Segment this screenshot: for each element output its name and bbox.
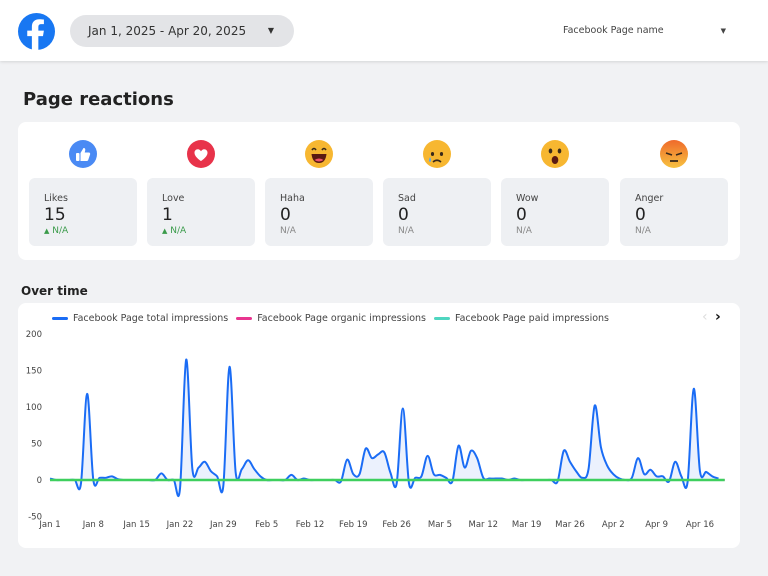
page-name-select[interactable]: Facebook Page name ▼ [563,22,728,40]
reaction-stat-card: Wow 0 N/A [501,178,609,246]
stat-change-text: N/A [635,226,651,236]
reaction-stat-card: Love 1 ▲ N/A [147,178,255,246]
x-tick-label: Feb 12 [296,520,325,530]
page-name-label: Facebook Page name [563,25,664,36]
y-tick-label: 200 [26,330,42,340]
stat-label: Anger [635,193,664,204]
reaction-wow: Wow 0 N/A [501,122,609,260]
legend-label: Facebook Page total impressions [73,313,229,324]
legend-label: Facebook Page organic impressions [257,313,426,324]
x-tick-label: Mar 12 [469,520,499,530]
y-tick-label: 100 [26,403,42,413]
reaction-stat-card: Likes 15 ▲ N/A [29,178,137,246]
header: Jan 1, 2025 - Apr 20, 2025 ▼ Facebook Pag… [0,0,768,61]
stat-label: Haha [280,193,305,204]
y-tick-label: 0 [37,476,42,486]
haha-emoji-icon [305,140,333,168]
x-tick-label: Feb 26 [382,520,411,530]
x-tick-label: Mar 19 [512,520,542,530]
x-tick-label: Feb 5 [255,520,278,530]
chevron-right-icon[interactable]: › [715,309,721,325]
page-reactions-title: Page reactions [23,89,174,110]
stat-change: N/A [516,226,609,236]
stat-label: Love [162,193,185,204]
stat-value: 0 [635,205,646,225]
reaction-stat-card: Anger 0 N/A [620,178,728,246]
legend-item[interactable]: Facebook Page organic impressions [236,313,426,324]
total-impressions-area [50,359,719,497]
legend-item[interactable]: Facebook Page paid impressions [434,313,609,324]
reaction-haha: Haha 0 N/A [265,122,373,260]
reaction-sad: Sad 0 N/A [383,122,491,260]
y-tick-label: 150 [26,367,42,377]
stat-value: 0 [516,205,527,225]
like-icon [69,140,97,168]
stat-label: Sad [398,193,416,204]
reaction-stat-card: Sad 0 N/A [383,178,491,246]
reaction-likes: Likes 15 ▲ N/A [29,122,137,260]
stat-value: 15 [44,205,66,225]
legend-swatch [434,317,450,320]
x-tick-label: Apr 16 [686,520,714,530]
arrow-up-icon: ▲ [44,227,50,235]
reactions-panel: Likes 15 ▲ N/A Love 1 ▲ N/A Haha 0 N/A S… [18,122,740,260]
legend-swatch [52,317,68,320]
total-impressions-line [49,358,719,498]
reaction-love: Love 1 ▲ N/A [147,122,255,260]
stat-change-text: N/A [170,226,187,236]
angry-emoji-icon [660,140,688,168]
chart-legend: Facebook Page total impressions Facebook … [52,313,609,324]
x-tick-label: Jan 22 [166,520,194,530]
x-tick-label: Apr 2 [602,520,625,530]
stat-label: Likes [44,193,68,204]
date-range-picker[interactable]: Jan 1, 2025 - Apr 20, 2025 ▼ [70,15,294,47]
stat-change-text: N/A [52,226,69,236]
date-range-label: Jan 1, 2025 - Apr 20, 2025 [88,24,247,38]
impressions-chart: Facebook Page total impressions Facebook … [18,303,740,548]
stat-change-text: N/A [280,226,296,236]
y-tick-label: 50 [31,440,42,450]
caret-down-icon: ▼ [267,26,274,35]
facebook-logo-icon [18,13,55,50]
legend-item[interactable]: Facebook Page total impressions [52,313,228,324]
stat-value: 0 [398,205,409,225]
chevron-left-icon[interactable]: ‹ [702,309,708,325]
heart-icon [187,140,215,168]
x-tick-label: Jan 15 [122,520,150,530]
x-tick-label: Jan 8 [82,520,104,530]
reaction-anger: Anger 0 N/A [620,122,728,260]
stat-change-text: N/A [516,226,532,236]
stat-change: ▲ N/A [162,226,255,236]
stat-value: 1 [162,205,173,225]
caret-down-icon: ▼ [720,27,726,35]
stat-value: 0 [280,205,291,225]
x-tick-label: Mar 26 [555,520,585,530]
stat-change: N/A [398,226,491,236]
x-tick-label: Jan 1 [38,520,60,530]
x-tick-label: Mar 5 [428,520,452,530]
legend-label: Facebook Page paid impressions [455,313,610,324]
arrow-up-icon: ▲ [162,227,168,235]
x-tick-label: Jan 29 [209,520,237,530]
sad-emoji-icon [423,140,451,168]
stat-change: N/A [635,226,728,236]
over-time-title: Over time [21,284,88,298]
x-tick-label: Apr 9 [645,520,668,530]
y-tick-label: -50 [28,513,42,523]
reaction-stat-card: Haha 0 N/A [265,178,373,246]
x-tick-label: Feb 19 [339,520,368,530]
stat-change: N/A [280,226,373,236]
stat-change: ▲ N/A [44,226,137,236]
stat-change-text: N/A [398,226,414,236]
legend-swatch [236,317,253,320]
wow-emoji-icon [541,140,569,168]
stat-label: Wow [516,193,539,204]
